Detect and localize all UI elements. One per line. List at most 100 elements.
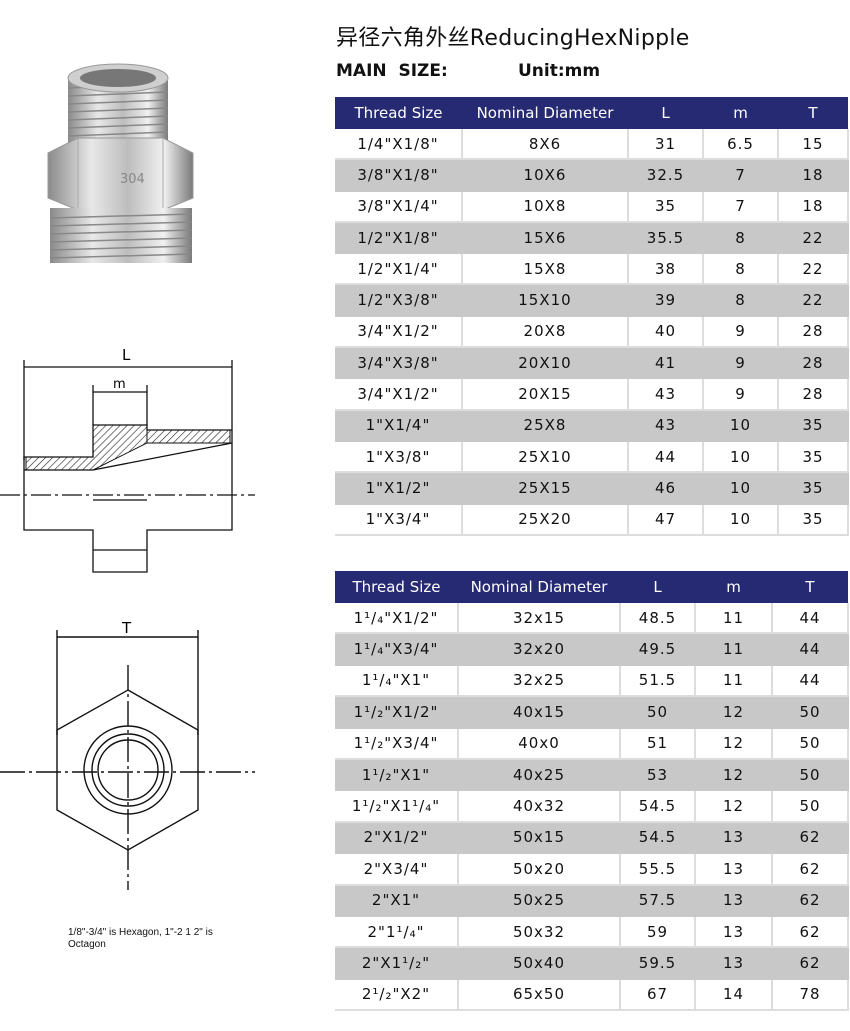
cell-m: 13 [695,853,773,886]
stamp-304: 304 [120,172,145,187]
cell-nominal-diameter: 20X10 [462,347,629,380]
cell-thread-size: 1¹/₂"X1/2" [335,696,459,729]
table-row: 1"X1/2" 25X15 46 10 35 [335,472,849,505]
cell-T: 15 [778,129,849,161]
cell-L: 54.5 [620,790,696,823]
cell-thread-size: 1/2"X1/4" [335,253,463,286]
cell-L: 43 [628,378,704,411]
cell-thread-size: 2"X1¹/₂" [335,947,459,980]
cell-T: 62 [772,821,849,855]
cell-T: 22 [778,284,849,317]
cell-T: 62 [772,915,849,949]
cell-m: 8 [703,221,779,255]
cell-m: 14 [695,978,773,1012]
cell-thread-size: 1¹/₄"X1" [335,664,459,698]
cell-T: 50 [772,790,849,823]
cell-m: 10 [703,440,779,474]
cell-T: 35 [778,440,849,474]
cell-m: 7 [703,159,779,192]
table-row: 1/2"X1/4" 15X8 38 8 22 [335,253,849,286]
table-row: 1"X1/4" 25X8 43 10 35 [335,409,849,442]
cell-m: 9 [703,347,779,380]
cell-T: 50 [772,758,849,792]
table-row: 1¹/₂"X3/4" 40x0 51 12 50 [335,727,849,760]
cell-L: 50 [620,696,696,729]
cell-nominal-diameter: 50x25 [458,884,621,917]
cell-m: 10 [703,409,779,442]
cell-L: 41 [628,347,704,380]
cell-m: 11 [695,603,773,635]
cell-m: 13 [695,915,773,949]
cell-thread-size: 1¹/₂"X1" [335,758,459,792]
cell-T: 35 [778,503,849,536]
cell-thread-size: 2¹/₂"X2" [335,978,459,1012]
cell-thread-size: 3/8"X1/8" [335,159,463,192]
cell-L: 35 [628,190,704,223]
cell-L: 46 [628,472,704,505]
table-row: 3/4"X3/8" 20X10 41 9 28 [335,347,849,380]
table-row: 1¹/₄"X1" 32x25 51.5 11 44 [335,664,849,698]
table-row: 3/8"X1/4" 10X8 35 7 18 [335,190,849,223]
table-row: 1"X3/8" 25X10 44 10 35 [335,440,849,474]
table-row: 1¹/₂"X1¹/₄" 40x32 54.5 12 50 [335,790,849,823]
cell-nominal-diameter: 25X10 [462,440,629,474]
cell-m: 13 [695,821,773,855]
cell-nominal-diameter: 20X8 [462,315,629,349]
cell-nominal-diameter: 25X8 [462,409,629,442]
cell-thread-size: 1/2"X1/8" [335,221,463,255]
cell-m: 13 [695,947,773,980]
col-T: T [772,571,848,603]
cell-T: 22 [778,221,849,255]
unit-label: Unit:mm [518,61,601,81]
cell-nominal-diameter: 65x50 [458,978,621,1012]
table-row: 1¹/₂"X1/2" 40x15 50 12 50 [335,696,849,729]
table-row: 1/4"X1/8" 8X6 31 6.5 15 [335,129,849,161]
cell-nominal-diameter: 32x15 [458,603,621,635]
cell-L: 43 [628,409,704,442]
cell-L: 51 [620,727,696,760]
table-row: 2"1¹/₄" 50x32 59 13 62 [335,915,849,949]
cell-T: 28 [778,315,849,349]
cell-nominal-diameter: 15X6 [462,221,629,255]
cell-m: 9 [703,378,779,411]
cell-thread-size: 1¹/₄"X3/4" [335,633,459,666]
table-row: 2"X1¹/₂" 50x40 59.5 13 62 [335,947,849,980]
page-title: 异径六角外丝ReducingHexNipple [336,26,690,51]
cell-m: 7 [703,190,779,223]
cell-T: 18 [778,159,849,192]
table-row: 2"X3/4" 50x20 55.5 13 62 [335,853,849,886]
table-row: 2¹/₂"X2" 65x50 67 14 78 [335,978,849,1012]
cell-thread-size: 3/4"X1/2" [335,378,463,411]
cell-T: 35 [778,472,849,505]
cell-thread-size: 1"X1/2" [335,472,463,505]
cell-nominal-diameter: 50x15 [458,821,621,855]
table-row: 1"X3/4" 25X20 47 10 35 [335,503,849,536]
cell-L: 47 [628,503,704,536]
col-L: L [620,571,695,603]
cell-nominal-diameter: 40x15 [458,696,621,729]
col-m: m [695,571,772,603]
cell-thread-size: 1"X3/4" [335,503,463,536]
col-thread-size: Thread Size [335,571,458,603]
col-T: T [778,97,848,129]
cell-T: 44 [772,664,849,698]
cell-thread-size: 1"X3/8" [335,440,463,474]
cell-thread-size: 3/4"X1/2" [335,315,463,349]
cell-nominal-diameter: 10X6 [462,159,629,192]
cell-nominal-diameter: 40x0 [458,727,621,760]
table-header: Thread Size Nominal Diameter L m T [335,97,848,129]
cell-thread-size: 2"X3/4" [335,853,459,886]
cell-thread-size: 1"X1/4" [335,409,463,442]
cell-thread-size: 2"1¹/₄" [335,915,459,949]
cell-L: 39 [628,284,704,317]
cell-L: 54.5 [620,821,696,855]
col-nominal-diameter: Nominal Diameter [462,97,628,129]
cell-nominal-diameter: 25X15 [462,472,629,505]
cell-thread-size: 3/4"X3/8" [335,347,463,380]
cell-thread-size: 3/8"X1/4" [335,190,463,223]
cell-m: 9 [703,315,779,349]
cell-nominal-diameter: 40x25 [458,758,621,792]
cell-nominal-diameter: 8X6 [462,129,629,161]
cell-T: 62 [772,947,849,980]
cell-m: 10 [703,472,779,505]
